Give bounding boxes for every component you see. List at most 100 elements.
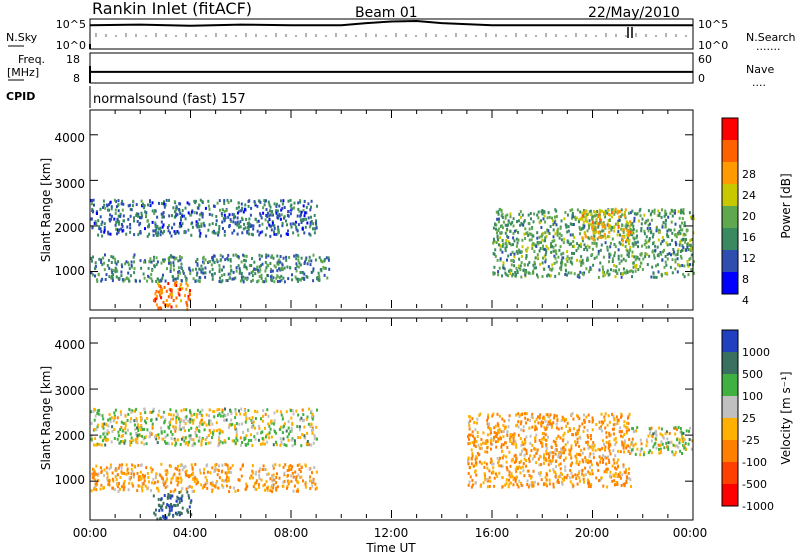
echo-cell	[113, 414, 116, 418]
echo-cell	[272, 478, 275, 482]
echo-cell	[550, 250, 553, 254]
echo-cell	[540, 234, 543, 238]
echo-cell	[630, 269, 633, 273]
echo-cell	[589, 452, 592, 456]
echo-cell	[167, 425, 170, 429]
echo-cell	[521, 213, 524, 217]
echo-cell	[258, 275, 261, 278]
echo-cell	[589, 459, 592, 463]
echo-cell	[218, 270, 221, 273]
echo-cell	[682, 246, 685, 249]
echo-cell	[236, 439, 239, 442]
echo-cell	[201, 486, 204, 490]
echo-cell	[624, 259, 627, 263]
echo-cell	[147, 476, 150, 479]
echo-cell	[162, 480, 165, 484]
echo-cell	[312, 253, 315, 257]
echo-cell	[617, 224, 620, 228]
echo-cell	[587, 413, 590, 417]
echo-cell	[235, 436, 238, 440]
echo-cell	[189, 269, 192, 273]
echo-cell	[588, 471, 591, 475]
echo-cell	[257, 199, 260, 203]
echo-cell	[225, 279, 228, 282]
echo-cell	[618, 430, 621, 434]
echo-cell	[569, 208, 572, 212]
echo-cell	[562, 256, 565, 260]
echo-cell	[120, 227, 123, 231]
echo-cell	[567, 430, 570, 433]
echo-cell	[608, 226, 611, 230]
echo-cell	[570, 216, 573, 220]
echo-cell	[306, 262, 309, 266]
echo-cell	[555, 437, 558, 441]
echo-cell	[153, 511, 156, 515]
echo-cell	[514, 271, 517, 274]
echo-cell	[273, 411, 276, 415]
echo-cell	[130, 410, 133, 414]
echo-cell	[517, 485, 520, 489]
echo-cell	[601, 209, 604, 213]
echo-cell	[204, 266, 207, 270]
echo-cell	[130, 468, 133, 471]
echo-cell	[175, 280, 178, 284]
echo-cell	[197, 206, 200, 210]
echo-cell	[522, 443, 525, 446]
echo-cell	[206, 481, 209, 485]
echo-cell	[565, 257, 568, 261]
echo-cell	[121, 485, 124, 489]
echo-cell	[486, 433, 489, 437]
echo-cell	[188, 434, 191, 438]
echo-cell	[99, 227, 102, 231]
echo-cell	[624, 245, 627, 248]
echo-cell	[234, 416, 237, 420]
echo-cell	[541, 238, 544, 242]
echo-cell	[172, 514, 175, 518]
echo-cell	[486, 478, 489, 481]
echo-cell	[298, 209, 301, 213]
echo-cell	[631, 221, 634, 225]
echo-cell	[244, 411, 247, 415]
echo-cell	[94, 478, 97, 482]
echo-cell	[620, 412, 623, 416]
echo-cell	[553, 261, 556, 265]
echo-cell	[109, 219, 112, 223]
echo-cell	[687, 442, 690, 446]
echo-cell	[207, 434, 210, 438]
echo-cell	[522, 465, 525, 469]
echo-cell	[295, 225, 298, 229]
echo-cell	[294, 275, 297, 279]
echo-cell	[592, 214, 595, 218]
echo-cell	[157, 413, 160, 417]
echo-cell	[223, 218, 226, 222]
echo-cell	[266, 214, 269, 218]
echo-cell	[253, 482, 256, 486]
echo-cell	[102, 256, 105, 260]
echo-cell	[647, 229, 650, 233]
echo-cell	[639, 438, 642, 442]
echo-cell	[681, 217, 684, 220]
echo-cell	[521, 238, 524, 242]
echo-cell	[135, 440, 138, 444]
echo-cell	[619, 450, 622, 454]
echo-cell	[569, 469, 572, 472]
echo-cell	[130, 208, 133, 212]
echo-cell	[231, 231, 234, 235]
echo-cell	[497, 227, 500, 231]
echo-cell	[622, 243, 624, 247]
echo-cell	[161, 504, 164, 508]
echo-cell	[145, 466, 148, 470]
echo-cell	[226, 279, 229, 283]
echo-cell	[597, 447, 600, 451]
echo-cell	[247, 204, 250, 208]
echo-cell	[591, 217, 594, 221]
echo-cell	[575, 216, 578, 220]
echo-cell	[101, 277, 104, 281]
echo-cell	[490, 457, 493, 461]
echo-cell	[254, 201, 256, 205]
echo-cell	[634, 442, 637, 446]
echo-cell	[311, 471, 313, 475]
echo-cell	[235, 430, 238, 434]
echo-cell	[170, 430, 172, 434]
echo-cell	[162, 514, 165, 518]
